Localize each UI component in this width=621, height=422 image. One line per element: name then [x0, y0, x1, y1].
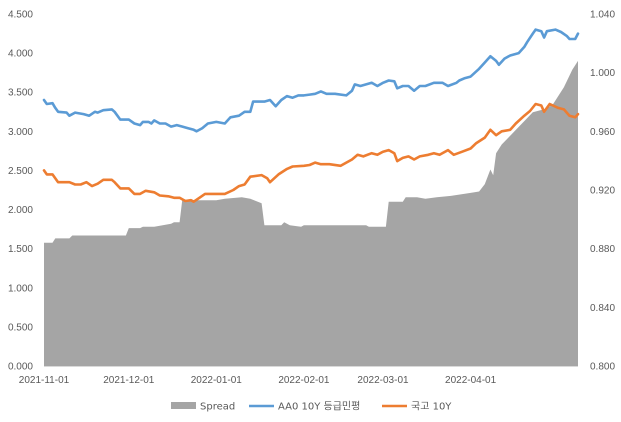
axis-layer: 0.000 0.500 1.000 1.500 2.000 2.500 3.000 3.500… [8, 10, 615, 387]
y-right-tick-label: 1.000 [590, 68, 615, 79]
x-tick-label: 2021-11-01 [19, 375, 70, 386]
y-right-tick-label: 1.040 [590, 10, 615, 21]
y-right-tick-label: 0.880 [590, 244, 615, 255]
x-tick-label: 2022-01-01 [191, 375, 243, 386]
legend-label: Spread [200, 402, 235, 413]
y-left-tick-label: 3.000 [8, 127, 33, 138]
x-tick-label: 2022-02-01 [278, 375, 330, 386]
line-layer [42, 28, 580, 203]
series-1-line [42, 28, 580, 133]
series-2-line [42, 102, 580, 203]
y-right-tick-label: 0.920 [590, 186, 615, 197]
y-left-tick-label: 3.500 [8, 88, 33, 99]
legend-label: AA0 10Y 등급민평 [278, 401, 360, 413]
legend: Spread AA0 10Y 등급민평 국고 10Y [171, 401, 452, 413]
y-right-tick-label: 0.840 [590, 303, 615, 314]
legend-item-1: AA0 10Y 등급민평 [249, 401, 360, 413]
y-left-tick-label: 0.500 [8, 322, 33, 333]
x-tick-label: 2022-03-01 [357, 375, 409, 386]
y-left-tick-label: 4.500 [8, 10, 33, 21]
spread-area [44, 60, 578, 367]
y-right-tick-label: 0.800 [590, 362, 615, 373]
y-right-tick-label: 0.960 [590, 127, 615, 138]
legend-item-2: 국고 10Y [382, 401, 452, 413]
legend-item-0: Spread [171, 402, 235, 413]
x-tick-label: 2022-04-01 [445, 375, 497, 386]
y-left-tick-label: 4.000 [8, 49, 33, 60]
y-left-tick-label: 1.000 [8, 283, 33, 294]
legend-swatch [171, 402, 196, 409]
area-layer [44, 60, 578, 367]
x-tick-label: 2021-12-01 [103, 375, 155, 386]
y-left-tick-label: 1.500 [8, 244, 33, 255]
y-left-tick-label: 2.500 [8, 166, 33, 177]
y-left-tick-label: 2.000 [8, 205, 33, 216]
y-left-tick-label: 0.000 [8, 362, 33, 373]
legend-label: 국고 10Y [411, 401, 452, 413]
